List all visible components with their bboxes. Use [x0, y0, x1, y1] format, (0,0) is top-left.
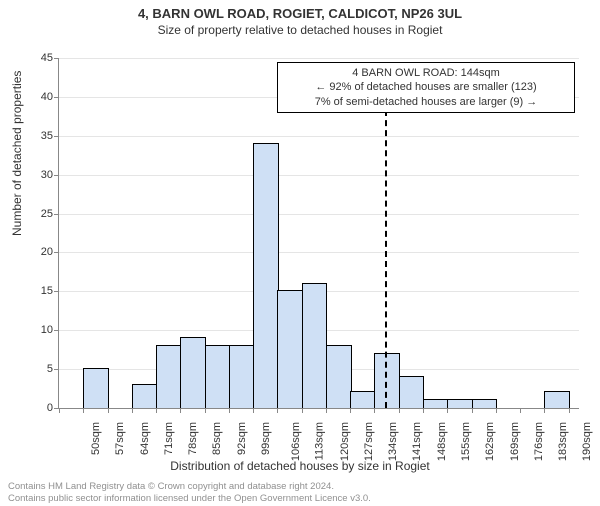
x-tick-label: 113sqm — [314, 422, 326, 460]
y-tick-label: 10 — [23, 324, 53, 336]
x-tick-mark — [277, 408, 278, 413]
histogram-bar — [302, 283, 328, 408]
grid-line — [59, 214, 579, 215]
plot-area: 05101520253035404550sqm57sqm64sqm71sqm78… — [58, 58, 579, 409]
grid-line — [59, 58, 579, 59]
y-tick-label: 15 — [23, 285, 53, 297]
x-axis-label: Distribution of detached houses by size … — [0, 459, 600, 473]
y-tick-mark — [54, 369, 59, 370]
annotation-line-2: ← 92% of detached houses are smaller (12… — [284, 80, 568, 94]
y-tick-mark — [54, 214, 59, 215]
y-tick-mark — [54, 58, 59, 59]
x-tick-label: 134sqm — [387, 422, 399, 461]
x-tick-label: 85sqm — [211, 422, 223, 455]
y-tick-label: 30 — [23, 169, 53, 181]
x-tick-label: 71sqm — [163, 422, 175, 455]
histogram-bar — [205, 345, 231, 408]
grid-line — [59, 252, 579, 253]
x-tick-label: 183sqm — [557, 422, 569, 461]
y-tick-label: 40 — [23, 91, 53, 103]
marker-line — [385, 110, 387, 408]
y-tick-mark — [54, 136, 59, 137]
x-tick-mark — [132, 408, 133, 413]
x-tick-mark — [59, 408, 60, 413]
x-tick-mark — [253, 408, 254, 413]
x-tick-label: 169sqm — [509, 422, 521, 461]
histogram-bar — [277, 290, 303, 408]
y-tick-label: 5 — [23, 363, 53, 375]
x-tick-label: 78sqm — [187, 422, 199, 455]
x-tick-label: 155sqm — [460, 422, 472, 461]
footer-line-2: Contains public sector information licen… — [8, 493, 371, 504]
x-tick-mark — [302, 408, 303, 413]
x-tick-label: 64sqm — [139, 422, 151, 455]
y-axis-label: Number of detached properties — [10, 71, 24, 236]
x-tick-mark — [496, 408, 497, 413]
x-tick-mark — [83, 408, 84, 413]
y-tick-mark — [54, 330, 59, 331]
footer-line-1: Contains HM Land Registry data © Crown c… — [8, 481, 371, 492]
x-tick-label: 162sqm — [484, 422, 496, 461]
x-tick-mark — [423, 408, 424, 413]
x-tick-label: 190sqm — [581, 422, 593, 461]
x-tick-label: 57sqm — [114, 422, 126, 455]
y-tick-label: 0 — [23, 402, 53, 414]
histogram-bar — [326, 345, 352, 408]
histogram-bar — [399, 376, 425, 408]
x-tick-mark — [350, 408, 351, 413]
x-tick-mark — [520, 408, 521, 413]
histogram-bar — [544, 391, 570, 408]
x-tick-mark — [447, 408, 448, 413]
histogram-bar — [180, 337, 206, 408]
histogram-bar — [472, 399, 498, 408]
x-tick-mark — [569, 408, 570, 413]
page-subtitle: Size of property relative to detached ho… — [0, 23, 600, 37]
x-tick-label: 120sqm — [339, 422, 351, 461]
x-tick-label: 92sqm — [236, 422, 248, 455]
x-tick-label: 141sqm — [412, 422, 424, 461]
x-tick-label: 106sqm — [290, 422, 302, 461]
histogram-bar — [350, 391, 376, 408]
grid-line — [59, 175, 579, 176]
x-tick-mark — [326, 408, 327, 413]
histogram-bar — [374, 353, 400, 408]
footer-attribution: Contains HM Land Registry data © Crown c… — [8, 481, 371, 504]
x-tick-mark — [544, 408, 545, 413]
x-tick-mark — [180, 408, 181, 413]
grid-line — [59, 136, 579, 137]
y-tick-label: 25 — [23, 208, 53, 220]
x-tick-mark — [108, 408, 109, 413]
x-tick-mark — [229, 408, 230, 413]
x-tick-label: 148sqm — [436, 422, 448, 461]
histogram-chart: 05101520253035404550sqm57sqm64sqm71sqm78… — [58, 58, 578, 408]
y-tick-mark — [54, 175, 59, 176]
y-tick-label: 45 — [23, 52, 53, 64]
x-tick-mark — [399, 408, 400, 413]
histogram-bar — [253, 143, 279, 408]
x-tick-mark — [472, 408, 473, 413]
y-tick-mark — [54, 291, 59, 292]
histogram-bar — [156, 345, 182, 408]
x-tick-mark — [374, 408, 375, 413]
x-tick-label: 50sqm — [90, 422, 102, 455]
x-tick-mark — [205, 408, 206, 413]
histogram-bar — [83, 368, 109, 408]
x-tick-mark — [156, 408, 157, 413]
histogram-bar — [132, 384, 158, 408]
annotation-box: 4 BARN OWL ROAD: 144sqm← 92% of detached… — [277, 62, 575, 113]
x-tick-label: 99sqm — [260, 422, 272, 455]
y-tick-label: 35 — [23, 130, 53, 142]
histogram-bar — [423, 399, 449, 408]
annotation-line-1: 4 BARN OWL ROAD: 144sqm — [284, 66, 568, 80]
x-tick-label: 176sqm — [533, 422, 545, 461]
annotation-line-3: 7% of semi-detached houses are larger (9… — [284, 95, 568, 109]
y-tick-label: 20 — [23, 246, 53, 258]
y-tick-mark — [54, 97, 59, 98]
page-title: 4, BARN OWL ROAD, ROGIET, CALDICOT, NP26… — [0, 6, 600, 21]
y-tick-mark — [54, 252, 59, 253]
histogram-bar — [229, 345, 255, 408]
x-tick-label: 127sqm — [363, 422, 375, 461]
histogram-bar — [447, 399, 473, 408]
